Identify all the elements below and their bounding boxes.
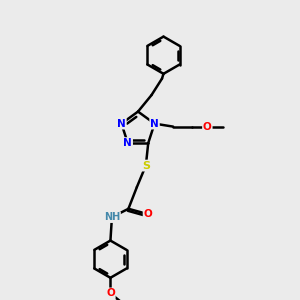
Text: O: O <box>203 122 212 132</box>
Text: NH: NH <box>104 212 120 222</box>
Text: O: O <box>106 288 115 298</box>
Text: S: S <box>142 160 150 171</box>
Text: O: O <box>144 209 152 219</box>
Text: N: N <box>123 138 132 148</box>
Text: N: N <box>150 118 159 129</box>
Text: N: N <box>117 118 126 129</box>
